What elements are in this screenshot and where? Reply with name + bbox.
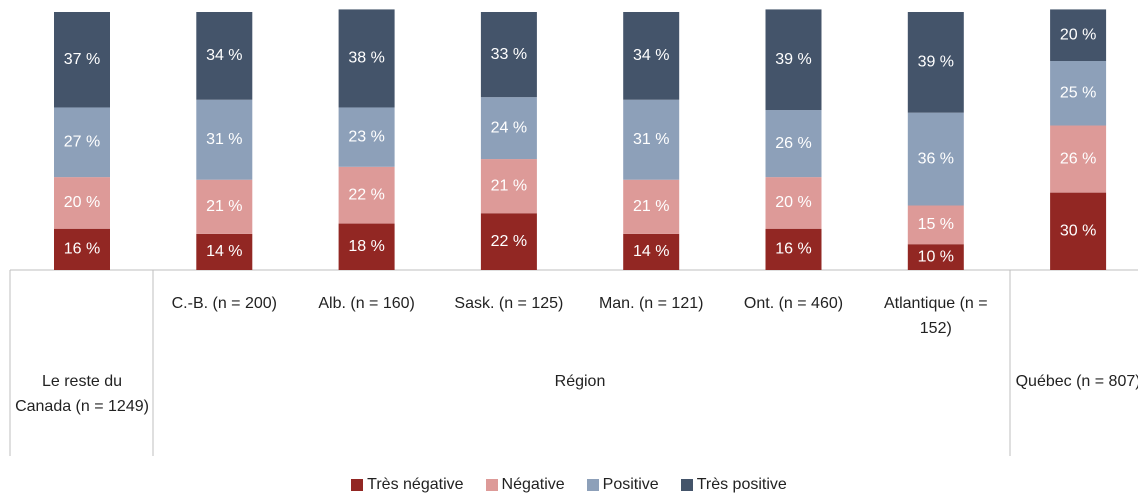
value-label: 20 % xyxy=(64,194,100,211)
value-label: 27 % xyxy=(64,134,100,151)
value-label: 23 % xyxy=(348,128,384,145)
value-label: 24 % xyxy=(491,119,527,136)
bar-segment xyxy=(765,9,822,111)
value-label: 21 % xyxy=(633,198,669,215)
legend-swatch xyxy=(680,479,693,491)
value-label: 33 % xyxy=(491,46,527,63)
bar-segment xyxy=(196,12,253,100)
value-label: 14 % xyxy=(633,243,669,260)
legend-swatch xyxy=(485,479,498,491)
value-label: 39 % xyxy=(775,51,811,68)
value-label: 30 % xyxy=(1060,223,1096,240)
value-label: 21 % xyxy=(491,177,527,194)
legend-item: Très négative xyxy=(351,476,464,494)
bar-segment xyxy=(338,166,395,224)
value-label: 20 % xyxy=(775,194,811,211)
bar-segment xyxy=(54,12,110,108)
bar-segment xyxy=(765,110,822,178)
x-tick-label: Ont. (n = 460) xyxy=(743,295,844,312)
bar-segment xyxy=(196,179,253,234)
value-label: 18 % xyxy=(348,238,384,255)
bar-segment xyxy=(338,9,395,108)
bar-segment xyxy=(907,244,964,270)
bar-segment xyxy=(480,12,537,98)
legend-item: Très positive xyxy=(680,476,787,494)
bar-segment xyxy=(480,213,537,270)
bar-segment xyxy=(623,233,680,270)
x-tick-label: Alb. (n = 160) xyxy=(318,295,415,312)
value-label: 25 % xyxy=(1060,84,1096,101)
legend-label: Positive xyxy=(602,476,659,493)
legend-item: Positive xyxy=(586,476,659,494)
value-label: 20 % xyxy=(1060,26,1096,43)
bar-segment xyxy=(1050,9,1107,62)
bar-segment xyxy=(338,223,395,270)
bar-segment xyxy=(765,177,822,229)
bar-segment xyxy=(54,228,110,270)
bar-segment xyxy=(907,12,964,113)
legend-label: Négative xyxy=(501,476,565,493)
legend: Très négative Négative Positive Très positi… xyxy=(0,476,1138,494)
value-label: 21 % xyxy=(206,198,242,215)
value-label: 22 % xyxy=(348,186,384,203)
value-label: 10 % xyxy=(918,248,954,265)
value-label: 26 % xyxy=(775,135,811,152)
group-label: Région xyxy=(554,373,606,390)
legend-label: Très positive xyxy=(696,476,787,493)
x-tick-label: Québec (n = 807) xyxy=(1015,373,1138,390)
value-label: 15 % xyxy=(918,216,954,233)
bar-segment xyxy=(480,97,537,160)
bar-segment xyxy=(480,159,537,214)
bar-segment xyxy=(338,107,395,167)
x-tick-label: Atlantique (n = 152) xyxy=(883,295,988,337)
legend-swatch xyxy=(351,479,364,491)
bar-segment xyxy=(54,177,110,229)
value-label: 14 % xyxy=(206,243,242,260)
x-tick-label: Man. (n = 121) xyxy=(598,295,704,312)
value-label: 34 % xyxy=(633,47,669,64)
value-label: 36 % xyxy=(918,150,954,167)
x-tick-label: Sask. (n = 125) xyxy=(454,295,564,312)
value-label: 37 % xyxy=(64,51,100,68)
bar-segment xyxy=(907,112,964,206)
bar-segment xyxy=(54,107,110,178)
value-label: 26 % xyxy=(1060,150,1096,167)
bar-segment xyxy=(196,99,253,180)
value-label: 16 % xyxy=(64,241,100,258)
legend-swatch xyxy=(586,479,599,491)
bar-segment xyxy=(765,228,822,270)
bar-segment xyxy=(196,233,253,270)
x-tick-label: C.-B. (n = 200) xyxy=(171,295,277,312)
bar-segment xyxy=(623,12,680,100)
bar-segment xyxy=(1050,192,1107,270)
value-label: 31 % xyxy=(206,131,242,148)
value-label: 31 % xyxy=(633,131,669,148)
bar-segment xyxy=(623,99,680,180)
value-label: 39 % xyxy=(918,54,954,71)
bar-segment xyxy=(907,205,964,245)
x-tick-label: Le reste du Canada (n = 1249) xyxy=(15,373,149,415)
bar-segment xyxy=(623,179,680,234)
bar-segment xyxy=(1050,125,1107,193)
value-label: 22 % xyxy=(491,233,527,250)
value-label: 38 % xyxy=(348,50,384,67)
bar-segment xyxy=(1050,61,1107,126)
value-label: 34 % xyxy=(206,47,242,64)
legend-label: Très négative xyxy=(367,476,464,493)
legend-item: Négative xyxy=(485,476,565,494)
value-label: 16 % xyxy=(775,241,811,258)
